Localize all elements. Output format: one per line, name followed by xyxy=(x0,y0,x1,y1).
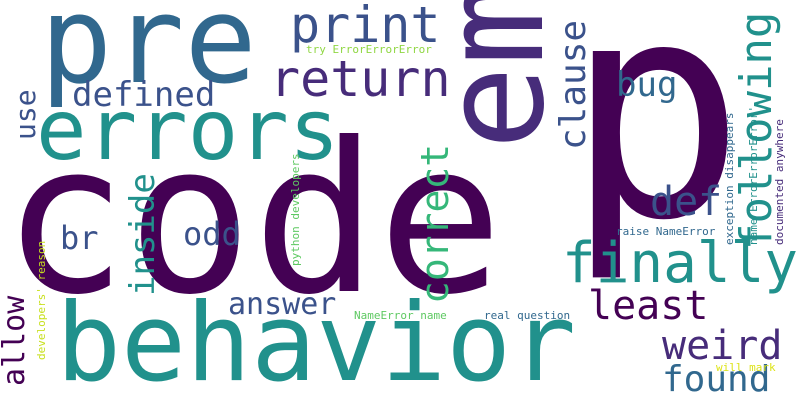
word-raise-nameerror: raise NameError xyxy=(616,226,715,237)
word-will-mark: will mark xyxy=(716,362,776,373)
word-clause: clause xyxy=(556,20,592,150)
word-documented-anywhere: documented anywhere xyxy=(774,119,785,245)
word-name-errorerrorerror: name ErrorErrorError' xyxy=(748,106,759,245)
word-odd: odd xyxy=(183,218,241,250)
word-answer: answer xyxy=(228,290,336,320)
word-allow: allow xyxy=(0,296,30,386)
word-try-errorerrorerror: try ErrorErrorError xyxy=(306,44,432,55)
word-developers-reason: developers' reason xyxy=(36,241,47,360)
word-br: br xyxy=(60,222,99,254)
word-def: def xyxy=(650,182,722,222)
word-inside: inside xyxy=(126,173,160,296)
word-bug: bug xyxy=(616,68,677,102)
word-return: return xyxy=(270,54,451,104)
word-use: use xyxy=(12,89,40,140)
word-least: least xyxy=(588,286,708,326)
word-defined: defined xyxy=(72,78,215,112)
word-exception-disappears: exception disappears xyxy=(724,113,735,245)
word-python-developers: python developers xyxy=(290,153,301,266)
word-correct: correct xyxy=(416,144,454,304)
word-nameerror-name: NameError name xyxy=(354,310,447,321)
word-real-question: real question xyxy=(484,310,570,321)
